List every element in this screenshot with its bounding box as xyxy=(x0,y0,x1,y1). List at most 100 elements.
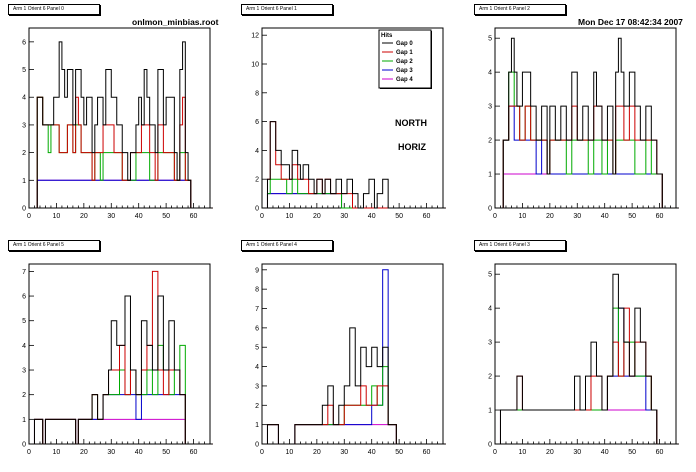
x-tick-label: 30 xyxy=(107,213,115,220)
y-tick-label: 0 xyxy=(22,206,26,213)
x-tick-label: 40 xyxy=(368,449,376,456)
y-tick-label: 4 xyxy=(255,148,259,155)
x-tick-label: 50 xyxy=(162,213,170,220)
y-tick-label: 5 xyxy=(22,318,26,325)
series-gap-0 xyxy=(495,37,679,209)
y-tick-label: 5 xyxy=(255,345,259,352)
y-tick-label: 1 xyxy=(488,172,492,179)
x-tick-label: 60 xyxy=(656,449,664,456)
panel-1-title: Arm 1 Orient 6 Panel 1 xyxy=(241,4,333,15)
y-tick-label: 0 xyxy=(255,206,259,213)
x-tick-label: 20 xyxy=(546,449,554,456)
panel-0-title: Arm 1 Orient 6 Panel 0 xyxy=(8,4,100,15)
y-tick-label: 10 xyxy=(251,62,259,69)
x-tick-label: 50 xyxy=(162,449,170,456)
y-tick-label: 2 xyxy=(488,138,492,145)
x-tick-label: 0 xyxy=(27,449,31,456)
y-tick-label: 0 xyxy=(255,442,259,449)
x-tick-label: 50 xyxy=(395,213,403,220)
y-tick-label: 6 xyxy=(22,39,26,46)
x-tick-label: 0 xyxy=(27,213,31,220)
x-tick-label: 40 xyxy=(135,213,143,220)
y-tick-label: 0 xyxy=(488,442,492,449)
legend-entry-label: Gap 1 xyxy=(396,50,413,56)
y-tick-label: 12 xyxy=(251,33,259,40)
x-tick-label: 10 xyxy=(286,213,294,220)
y-tick-label: 7 xyxy=(255,306,259,313)
y-tick-label: 9 xyxy=(255,267,259,274)
x-tick-label: 60 xyxy=(423,213,431,220)
file-name: onlmon_minbias.root xyxy=(132,17,219,27)
panel-3-title: Arm 1 Orient 6 Panel 3 xyxy=(474,240,566,251)
legend-frame xyxy=(378,29,432,89)
y-tick-label: 8 xyxy=(255,287,259,294)
y-tick-label: 3 xyxy=(488,340,492,347)
y-tick-label: 2 xyxy=(255,403,259,410)
panel-2-title: Arm 1 Orient 6 Panel 2 xyxy=(474,4,566,15)
date-time: Mon Dec 17 08:42:34 2007 xyxy=(578,17,683,27)
x-tick-label: 40 xyxy=(601,213,609,220)
x-tick-label: 50 xyxy=(628,449,636,456)
y-tick-label: 7 xyxy=(22,269,26,276)
panel-0: 0 10 20 30 40 50 60 0 1 2 3 4 5 6 xyxy=(22,27,213,220)
x-tick-label: 10 xyxy=(53,449,61,456)
x-tick-label: 10 xyxy=(53,213,61,220)
y-tick-label: 4 xyxy=(488,306,492,313)
plot-frame xyxy=(261,263,444,445)
y-tick-label: 5 xyxy=(488,272,492,279)
panel-3: 0 10 20 30 40 50 60 0 1 2 3 4 5 6 7 xyxy=(22,263,213,456)
panel-4: 0 10 20 30 40 50 60 0 1 2 3 4 5 6 7 8 9 xyxy=(255,263,446,456)
y-tick-label: 0 xyxy=(22,442,26,449)
legend-title: Hits xyxy=(381,33,393,39)
x-tick-label: 30 xyxy=(340,213,348,220)
x-tick-label: 10 xyxy=(286,449,294,456)
x-tick-label: 30 xyxy=(573,449,581,456)
panel-4-title: Arm 1 Orient 6 Panel 4 xyxy=(241,240,333,251)
y-tick-label: 6 xyxy=(22,294,26,301)
x-tick-label: 20 xyxy=(313,213,321,220)
plot-frame xyxy=(494,27,677,209)
x-tick-label: 60 xyxy=(423,449,431,456)
y-tick-label: 0 xyxy=(488,206,492,213)
y-tick-label: 4 xyxy=(255,364,259,371)
x-tick-label: 10 xyxy=(519,213,527,220)
y-tick-label: 1 xyxy=(488,408,492,415)
x-tick-label: 60 xyxy=(190,213,198,220)
y-tick-label: 2 xyxy=(488,374,492,381)
x-tick-label: 0 xyxy=(493,213,497,220)
legend-entry-label: Gap 0 xyxy=(396,41,413,47)
plot-frame xyxy=(494,263,677,445)
x-tick-label: 40 xyxy=(368,213,376,220)
x-tick-label: 60 xyxy=(190,449,198,456)
legend-entry-label: Gap 4 xyxy=(396,77,413,83)
y-tick-label: 6 xyxy=(255,325,259,332)
y-tick-label: 6 xyxy=(255,119,259,126)
series-gap-0 xyxy=(29,295,213,445)
y-tick-label: 8 xyxy=(255,90,259,97)
y-tick-label: 5 xyxy=(488,36,492,43)
series-gap-3 xyxy=(29,179,213,209)
x-tick-label: 0 xyxy=(260,213,264,220)
y-tick-label: 2 xyxy=(22,150,26,157)
panel-5-title: Arm 1 Orient 6 Panel 5 xyxy=(8,240,100,251)
x-tick-label: 20 xyxy=(80,449,88,456)
series-gap-0 xyxy=(262,327,446,445)
series-gap-0 xyxy=(29,41,213,209)
y-tick-label: 1 xyxy=(255,422,259,429)
x-tick-label: 40 xyxy=(135,449,143,456)
y-tick-label: 3 xyxy=(22,368,26,375)
x-tick-label: 20 xyxy=(80,213,88,220)
x-tick-label: 60 xyxy=(656,213,664,220)
y-tick-label: 3 xyxy=(488,104,492,111)
x-tick-label: 40 xyxy=(601,449,609,456)
x-tick-label: 50 xyxy=(395,449,403,456)
y-tick-label: 4 xyxy=(488,70,492,77)
y-tick-label: 4 xyxy=(22,343,26,350)
x-tick-label: 0 xyxy=(260,449,264,456)
horiz-label: HORIZ xyxy=(398,142,426,152)
x-tick-label: 0 xyxy=(493,449,497,456)
y-tick-label: 3 xyxy=(255,383,259,390)
north-label: NORTH xyxy=(395,118,427,128)
